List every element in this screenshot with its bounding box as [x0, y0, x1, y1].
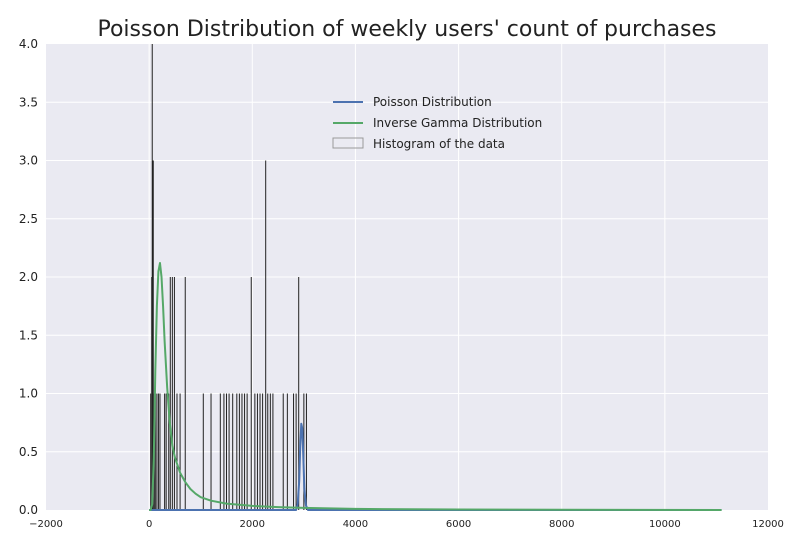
histogram-bar [226, 393, 227, 510]
x-tick-label: 0 [146, 519, 152, 530]
histogram-bar [295, 393, 297, 510]
histogram-bar [151, 277, 153, 510]
y-tick-label: 1.0 [19, 387, 38, 401]
chart-title: Poisson Distribution of weekly users' co… [97, 17, 716, 42]
histogram-bar [156, 393, 158, 510]
histogram-bar [244, 393, 246, 510]
histogram-bar [265, 160, 267, 510]
histogram-bar [210, 393, 212, 510]
histogram-bar [152, 160, 154, 510]
histogram-bar [171, 277, 173, 510]
histogram-bar [238, 393, 240, 510]
histogram-bar [154, 393, 156, 510]
y-tick-label: 1.5 [19, 328, 38, 342]
histogram-bar [241, 393, 243, 510]
histogram-bar [286, 393, 288, 510]
histogram-bar [152, 160, 154, 510]
x-tick-label: 12000 [752, 519, 784, 530]
y-tick-label: 2.0 [19, 270, 38, 284]
x-axis: −2000 0 2000 4000 6000 8000 10000 12000 [29, 519, 784, 530]
histogram-bar [164, 393, 166, 510]
histogram-bar [246, 393, 248, 510]
histogram-bar [236, 393, 238, 510]
histogram-bar [232, 393, 234, 510]
histogram-bar [173, 277, 175, 510]
y-tick-label: 3.5 [19, 95, 38, 109]
x-tick-label: 2000 [240, 519, 265, 530]
x-tick-label: 10000 [649, 519, 681, 530]
histogram-bar [150, 393, 152, 510]
legend: Poisson Distribution Inverse Gamma Distr… [332, 95, 542, 151]
y-tick-label: 2.5 [19, 212, 38, 226]
histogram-bar [228, 393, 230, 510]
histogram-bar [293, 393, 295, 510]
histogram-bar [202, 393, 204, 510]
histogram-bar [298, 277, 300, 510]
legend-label-poisson: Poisson Distribution [373, 95, 492, 109]
series-line-0 [149, 422, 722, 511]
x-tick-label: 6000 [446, 519, 471, 530]
x-tick-label: −2000 [29, 519, 63, 530]
histogram-bar [159, 393, 161, 510]
histogram-bar [259, 393, 261, 510]
histogram-bar [179, 393, 181, 510]
y-tick-label: 0.0 [19, 503, 38, 517]
x-tick-label: 8000 [549, 519, 574, 530]
legend-label-histogram: Histogram of the data [373, 137, 505, 151]
histogram-bar [269, 393, 271, 510]
histogram-bar [165, 393, 167, 510]
histogram-bar [267, 393, 269, 510]
legend-swatch-histogram [332, 137, 364, 149]
histogram-bar [254, 393, 256, 510]
histogram-bar [219, 393, 221, 510]
histogram-bar [223, 393, 225, 510]
histogram-bar [282, 393, 284, 510]
histogram [150, 44, 307, 510]
y-tick-label: 0.5 [19, 445, 38, 459]
y-axis: 0.0 0.5 1.0 1.5 2.0 2.5 3.0 3.5 4.0 [19, 37, 38, 517]
histogram-bar [168, 393, 170, 510]
y-tick-label: 3.0 [19, 154, 38, 168]
legend-label-inverse-gamma: Inverse Gamma Distribution [373, 116, 542, 130]
histogram-bar [157, 393, 159, 510]
histogram-bar [262, 393, 264, 510]
histogram-bar [272, 393, 274, 510]
histogram-bar [176, 393, 178, 510]
histogram-bar [250, 277, 252, 510]
histogram-bar [305, 393, 307, 510]
series-line-1 [149, 262, 722, 511]
x-tick-label: 4000 [343, 519, 368, 530]
histogram-bar [169, 277, 171, 510]
histogram-bar [184, 277, 186, 510]
series-lines [149, 262, 722, 511]
histogram-bar [256, 393, 258, 510]
y-tick-label: 4.0 [19, 37, 38, 51]
histogram-bar [151, 44, 153, 510]
